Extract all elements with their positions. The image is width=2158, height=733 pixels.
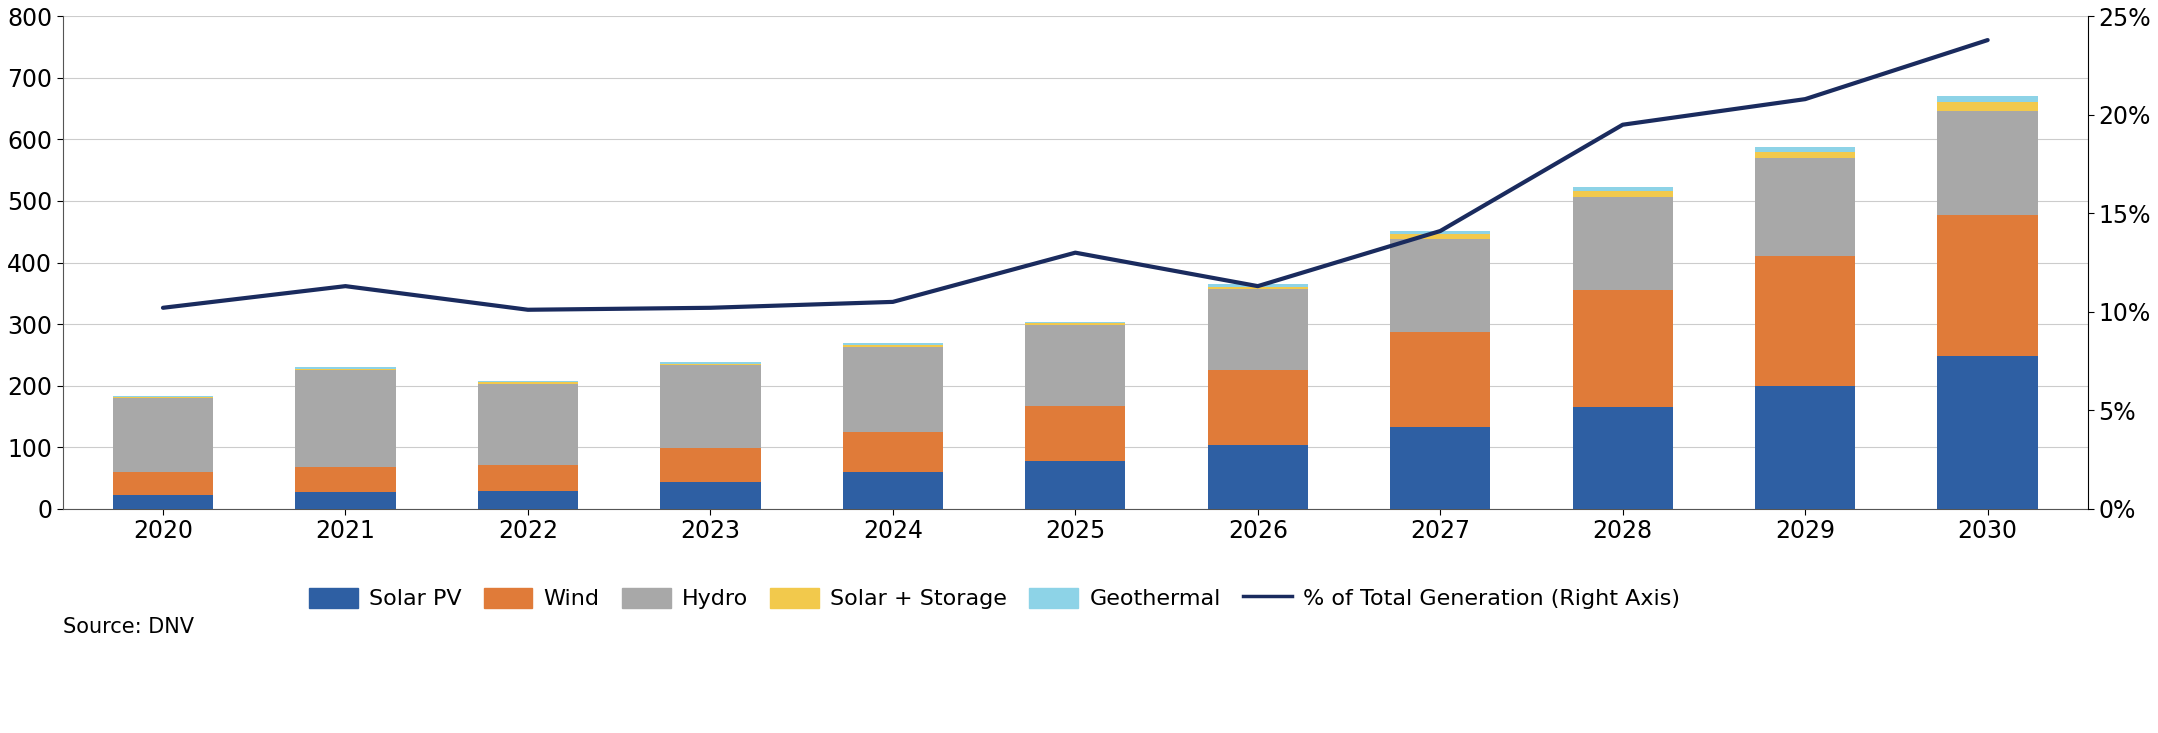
Bar: [1208, 445, 1308, 509]
Bar: [296, 468, 395, 492]
Bar: [296, 492, 395, 509]
Bar: [296, 370, 395, 468]
Bar: [1938, 215, 2037, 356]
Bar: [1754, 147, 1856, 152]
Bar: [660, 364, 760, 365]
Bar: [1390, 234, 1491, 238]
Bar: [660, 449, 760, 482]
Bar: [1938, 102, 2037, 111]
Bar: [112, 397, 214, 399]
Bar: [112, 472, 214, 495]
Bar: [1573, 407, 1672, 509]
Bar: [1573, 191, 1672, 196]
Bar: [112, 495, 214, 509]
Bar: [1573, 188, 1672, 191]
Bar: [1938, 96, 2037, 102]
Bar: [1573, 290, 1672, 407]
Bar: [1938, 111, 2037, 215]
Bar: [842, 343, 943, 345]
Bar: [477, 465, 578, 491]
Bar: [1573, 196, 1672, 290]
Bar: [1390, 238, 1491, 332]
Bar: [1390, 230, 1491, 234]
Bar: [1208, 289, 1308, 370]
Bar: [660, 362, 760, 364]
Bar: [112, 396, 214, 397]
Bar: [1390, 427, 1491, 509]
Bar: [1208, 284, 1308, 287]
Bar: [842, 345, 943, 347]
Bar: [477, 380, 578, 383]
Bar: [477, 491, 578, 509]
Bar: [842, 347, 943, 432]
Bar: [1938, 356, 2037, 509]
Bar: [1208, 287, 1308, 289]
Bar: [1390, 332, 1491, 427]
Legend: Solar PV, Wind, Hydro, Solar + Storage, Geothermal, % of Total Generation (Right: Solar PV, Wind, Hydro, Solar + Storage, …: [300, 579, 1690, 618]
Bar: [842, 432, 943, 471]
Bar: [1754, 158, 1856, 257]
Bar: [1025, 325, 1126, 407]
Bar: [1025, 407, 1126, 460]
Bar: [296, 369, 395, 370]
Bar: [1025, 460, 1126, 509]
Bar: [1025, 323, 1126, 325]
Bar: [296, 367, 395, 369]
Bar: [112, 399, 214, 472]
Bar: [1025, 322, 1126, 323]
Bar: [1754, 152, 1856, 158]
Bar: [1754, 386, 1856, 509]
Bar: [842, 471, 943, 509]
Bar: [477, 383, 578, 465]
Bar: [660, 365, 760, 449]
Bar: [660, 482, 760, 509]
Bar: [1754, 257, 1856, 386]
Bar: [1208, 370, 1308, 445]
Text: Source: DNV: Source: DNV: [63, 617, 194, 637]
